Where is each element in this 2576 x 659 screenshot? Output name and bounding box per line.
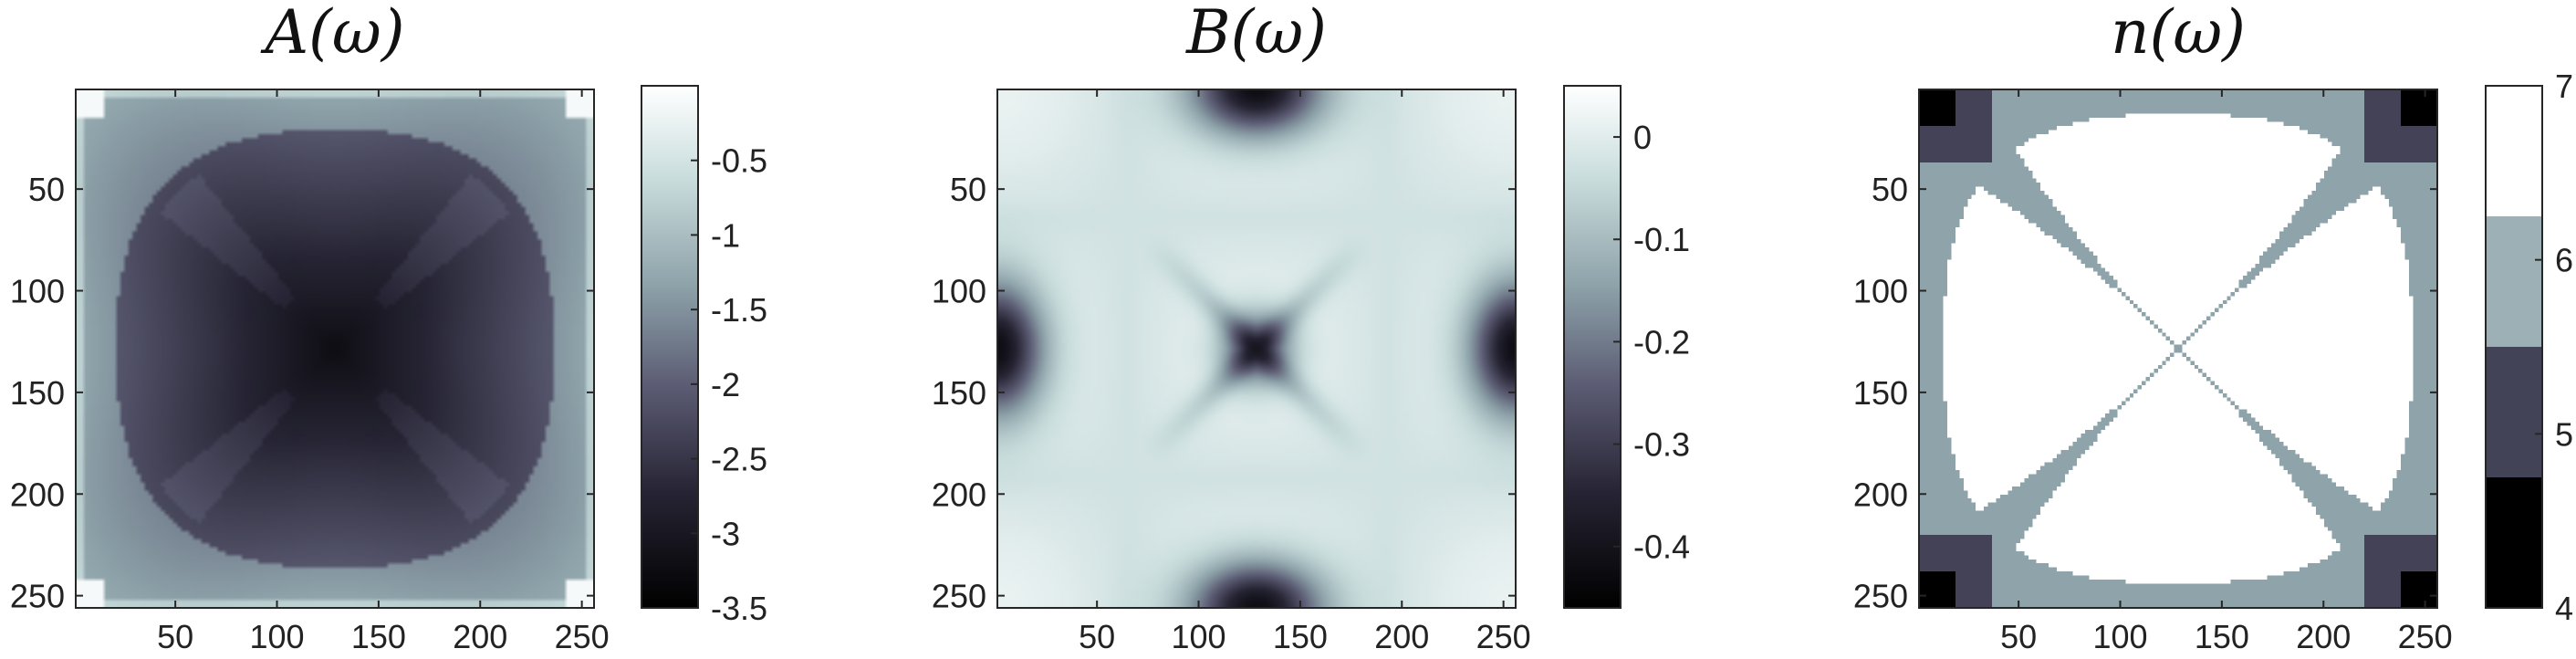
colorbar — [2486, 86, 2542, 608]
x-tick-label: 200 — [453, 618, 507, 655]
x-tick-label: 250 — [555, 618, 610, 655]
y-tick-label: 150 — [10, 374, 65, 412]
colorbar-tick-label: -1.5 — [711, 291, 767, 329]
colorbar-tick-label: -2.5 — [711, 441, 767, 478]
colorbar-tick-label: 4 — [2555, 590, 2573, 627]
panel-3: n(ω) 50 100 150 200 250 50 100 150 200 250 7 6 5 4 — [1853, 0, 2573, 655]
x-tick-label: 100 — [1171, 618, 1225, 655]
heatmap-image — [997, 89, 1516, 608]
y-tick-label: 200 — [1853, 476, 1908, 513]
y-tick-label: 250 — [932, 578, 986, 615]
panel-1: A(ω) 50 100 150 200 250 50 100 150 200 250 -0.5 -1 -1… — [10, 0, 767, 655]
colorbar-frame — [641, 85, 699, 609]
panel-title: A(ω) — [260, 0, 405, 68]
y-tick-label: 250 — [1853, 578, 1908, 615]
colorbar-tick-label: 5 — [2555, 415, 2573, 453]
colorbar-tick-label: 0 — [1633, 119, 1652, 156]
x-tick-label: 150 — [1273, 618, 1328, 655]
x-tick-label: 250 — [1476, 618, 1531, 655]
x-tick-label: 150 — [351, 618, 406, 655]
colorbar — [1564, 86, 1621, 608]
y-tick-label: 200 — [932, 476, 986, 513]
y-tick-label: 100 — [1853, 273, 1908, 310]
x-tick-label: 200 — [2296, 618, 2351, 655]
y-tick-label: 50 — [950, 171, 986, 208]
colorbar-tick-label: -0.2 — [1633, 323, 1690, 361]
y-tick-label: 250 — [10, 578, 65, 615]
x-tick-label: 50 — [1079, 618, 1115, 655]
y-tick-label: 150 — [1853, 374, 1908, 412]
colorbar-tick-label: 7 — [2555, 68, 2573, 105]
colorbar — [641, 86, 698, 608]
axes-frame — [75, 89, 595, 609]
x-tick-label: 100 — [249, 618, 304, 655]
x-tick-label: 150 — [2195, 618, 2249, 655]
y-tick-label: 50 — [28, 171, 65, 208]
y-tick-label: 150 — [932, 374, 986, 412]
axes-frame — [1918, 89, 2438, 609]
heatmap-image — [76, 89, 594, 608]
colorbar-tick-label: -0.5 — [711, 142, 767, 180]
colorbar-tick-label: -3.5 — [711, 590, 767, 627]
colorbar-frame — [2485, 85, 2543, 609]
colorbar-tick-label: -2 — [711, 366, 740, 403]
y-tick-label: 200 — [10, 476, 65, 513]
x-tick-label: 250 — [2398, 618, 2453, 655]
colorbar-tick-label: -0.1 — [1633, 221, 1690, 258]
x-tick-label: 200 — [1374, 618, 1429, 655]
colorbar-tick-label: -1 — [711, 216, 740, 254]
x-tick-label: 50 — [2000, 618, 2037, 655]
heatmap-image — [1919, 89, 2437, 608]
colorbar-frame — [1563, 85, 1622, 609]
panel-2: B(ω) 50 100 150 200 250 50 100 150 200 250 0 -0.1 -0.… — [932, 0, 1690, 655]
colorbar-tick-label: -0.4 — [1633, 528, 1690, 566]
y-tick-label: 100 — [932, 273, 986, 310]
colorbar-tick-label: -0.3 — [1633, 426, 1690, 464]
colorbar-tick-label: 6 — [2555, 242, 2573, 279]
y-tick-label: 100 — [10, 273, 65, 310]
panel-title: n(ω) — [2111, 0, 2246, 68]
x-tick-label: 50 — [157, 618, 193, 655]
panel-title: B(ω) — [1185, 0, 1327, 68]
colorbar-tick-label: -3 — [711, 515, 740, 552]
y-tick-label: 50 — [1872, 171, 1908, 208]
axes-frame — [996, 89, 1517, 609]
x-tick-label: 100 — [2092, 618, 2147, 655]
